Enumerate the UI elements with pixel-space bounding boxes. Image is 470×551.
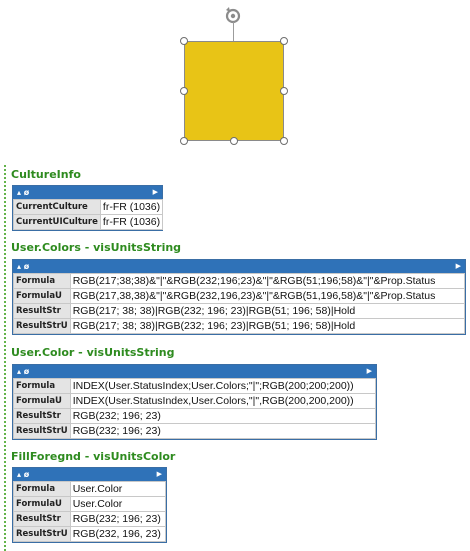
cell-value[interactable]: RGB(217,38,38)&"|"&RGB(232,196,23)&"|"&R…: [69, 288, 466, 304]
table-row: ResultStrU RGB(232; 196; 23): [13, 423, 377, 439]
table-row: ResultStr RGB(232; 196; 23): [13, 511, 167, 527]
expand-arrow-icon[interactable]: ▶: [152, 188, 158, 196]
table-row: FormulaU RGB(217,38,38)&"|"&RGB(232,196,…: [13, 288, 466, 304]
cell-value[interactable]: RGB(232; 196; 23): [69, 511, 167, 527]
section-title-user-colors: User.Colors - visUnitsString: [11, 241, 182, 254]
options-icon[interactable]: ▴ ø: [17, 367, 30, 376]
cell-label: FormulaU: [13, 496, 71, 512]
expand-arrow-icon[interactable]: ▶: [366, 367, 372, 375]
grid-header: ▴ ø ▶: [13, 186, 162, 199]
cell-value[interactable]: fr-FR (1036): [99, 199, 164, 215]
section-title-user-color: User.Color - visUnitsString: [11, 346, 175, 359]
drawing-canvas: [0, 0, 470, 160]
expand-arrow-icon[interactable]: ▶: [455, 262, 461, 270]
cell-label: ResultStr: [13, 511, 71, 527]
options-icon[interactable]: ▴ ø: [17, 262, 30, 271]
cell-value[interactable]: RGB(232; 196; 23): [69, 423, 377, 439]
grid-header: ▴ ø ▶: [13, 260, 465, 273]
table-row: CurrentCulture fr-FR (1036): [13, 199, 164, 215]
cell-label: ResultStrU: [13, 318, 71, 334]
cell-value[interactable]: fr-FR (1036): [99, 214, 164, 230]
user-color-grid: ▴ ø ▶ Formula INDEX(User.StatusIndex;Use…: [12, 364, 377, 440]
section-title-cultureinfo: CultureInfo: [11, 168, 81, 181]
cell-label: Formula: [13, 273, 71, 289]
expand-arrow-icon[interactable]: ▶: [156, 470, 162, 478]
options-icon[interactable]: ▴ ø: [17, 188, 30, 197]
cell-value[interactable]: RGB(217;38;38)&"|"&RGB(232;196;23)&"|"&R…: [69, 273, 466, 289]
resize-handle-top-right[interactable]: [280, 37, 288, 45]
yellow-square-shape[interactable]: [184, 41, 284, 141]
table-row: Formula User.Color: [13, 481, 167, 497]
table-row: ResultStrU RGB(232, 196, 23): [13, 526, 167, 542]
table-row: Formula INDEX(User.StatusIndex;User.Colo…: [13, 378, 377, 394]
cell-label: Formula: [13, 481, 71, 497]
resize-handle-left[interactable]: [180, 87, 188, 95]
resize-handle-bottom-right[interactable]: [280, 137, 288, 145]
grid-header: ▴ ø ▶: [13, 468, 166, 481]
cell-label: FormulaU: [13, 393, 71, 409]
cell-label: CurrentUICulture: [13, 214, 101, 230]
rotation-connector: [233, 22, 234, 41]
resize-handle-top-left[interactable]: [180, 37, 188, 45]
table-row: CurrentUICulture fr-FR (1036): [13, 214, 164, 230]
cell-value[interactable]: RGB(217; 38; 38)|RGB(232; 196; 23)|RGB(5…: [69, 303, 466, 319]
resize-handle-right[interactable]: [280, 87, 288, 95]
table-row: ResultStrU RGB(217; 38; 38)|RGB(232; 196…: [13, 318, 466, 334]
table-row: FormulaU INDEX(User.StatusIndex,User.Col…: [13, 393, 377, 409]
cell-value[interactable]: User.Color: [69, 481, 167, 497]
cell-value[interactable]: User.Color: [69, 496, 167, 512]
cell-label: ResultStrU: [13, 526, 71, 542]
dotted-guide-line: [4, 165, 6, 551]
options-icon[interactable]: ▴ ø: [17, 470, 30, 479]
table-row: FormulaU User.Color: [13, 496, 167, 512]
fillforegnd-grid: ▴ ø ▶ Formula User.Color FormulaU User.C…: [12, 467, 167, 543]
table-row: ResultStr RGB(232; 196; 23): [13, 408, 377, 424]
cell-label: FormulaU: [13, 288, 71, 304]
cell-value[interactable]: INDEX(User.StatusIndex;User.Colors;"|";R…: [69, 378, 377, 394]
cell-value[interactable]: RGB(232, 196, 23): [69, 526, 167, 542]
cell-label: Formula: [13, 378, 71, 394]
resize-handle-bottom-left[interactable]: [180, 137, 188, 145]
resize-handle-bottom[interactable]: [230, 137, 238, 145]
cell-label: CurrentCulture: [13, 199, 101, 215]
grid-header: ▴ ø ▶: [13, 365, 376, 378]
cell-label: ResultStrU: [13, 423, 71, 439]
user-colors-grid: ▴ ø ▶ Formula RGB(217;38;38)&"|"&RGB(232…: [12, 259, 466, 335]
cell-label: ResultStr: [13, 408, 71, 424]
table-row: Formula RGB(217;38;38)&"|"&RGB(232;196;2…: [13, 273, 466, 289]
cell-value[interactable]: RGB(232; 196; 23): [69, 408, 377, 424]
table-row: ResultStr RGB(217; 38; 38)|RGB(232; 196;…: [13, 303, 466, 319]
cultureinfo-grid: ▴ ø ▶ CurrentCulture fr-FR (1036) Curren…: [12, 185, 164, 231]
section-title-fillforegnd: FillForegnd - visUnitsColor: [11, 450, 176, 463]
cell-label: ResultStr: [13, 303, 71, 319]
cell-value[interactable]: RGB(217; 38; 38)|RGB(232; 196; 23)|RGB(5…: [69, 318, 466, 334]
cell-value[interactable]: INDEX(User.StatusIndex,User.Colors,"|",R…: [69, 393, 377, 409]
